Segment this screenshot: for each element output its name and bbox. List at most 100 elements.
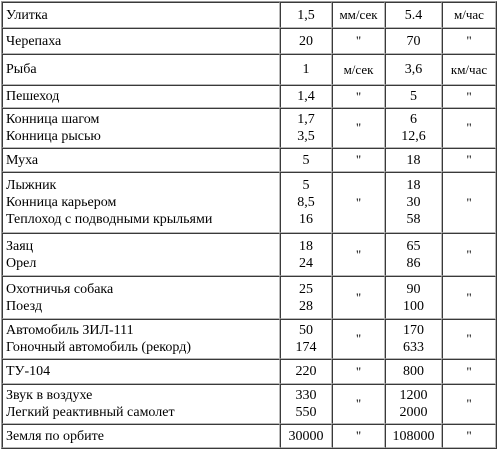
speed-value-cell-line: 1 bbox=[284, 61, 328, 78]
speed-value-cell: 1,5 bbox=[280, 2, 332, 28]
object-name-cell-line: Пешеход bbox=[6, 88, 276, 105]
object-name-cell-line: Рыба bbox=[6, 61, 276, 78]
object-name-cell-line: Конница карьером bbox=[6, 194, 276, 211]
object-name-cell-line: Конница шагом bbox=[6, 111, 276, 128]
speed-converted-cell-line: 65 bbox=[389, 238, 438, 255]
speed-value-cell-line: 5 bbox=[284, 177, 328, 194]
speed-converted-cell-line: 70 bbox=[389, 33, 438, 50]
converted-unit-cell: " bbox=[442, 384, 496, 424]
table-row: Лыжник Конница карьером Теплоход с подводн… bbox=[2, 172, 496, 233]
speed-converted-cell: 65 86 bbox=[385, 233, 442, 276]
converted-unit-cell: м/час bbox=[442, 2, 496, 28]
speed-converted-cell: 70 bbox=[385, 28, 442, 54]
converted-unit-cell: " bbox=[442, 85, 496, 108]
object-name-cell-line: Муха bbox=[6, 152, 276, 169]
speed-value-cell: 18 24 bbox=[280, 233, 332, 276]
speed-value-cell: 1,7 3,5 bbox=[280, 108, 332, 148]
object-name-cell-line: Лыжник bbox=[6, 177, 276, 194]
converted-unit-cell-text: " bbox=[466, 33, 471, 48]
speed-unit-cell: мм/сек bbox=[332, 2, 385, 28]
object-name-cell: Автомобиль ЗИЛ-111 Гоночный автомобиль (р… bbox=[2, 319, 280, 359]
speed-unit-cell-text: " bbox=[356, 195, 361, 210]
speed-value-cell: 1 bbox=[280, 54, 332, 85]
speed-converted-cell-line: 800 bbox=[389, 363, 438, 380]
object-name-cell: Пешеход bbox=[2, 85, 280, 108]
speed-value-cell-line: 28 bbox=[284, 298, 328, 315]
speed-value-cell-line: 220 bbox=[284, 363, 328, 380]
speed-unit-cell: " bbox=[332, 85, 385, 108]
speed-unit-cell-text: " bbox=[356, 364, 361, 379]
object-name-cell: ТУ-104 bbox=[2, 359, 280, 384]
speed-converted-cell: 18 bbox=[385, 148, 442, 172]
speed-converted-cell-line: 6 bbox=[389, 111, 438, 128]
speed-unit-cell: " bbox=[332, 108, 385, 148]
converted-unit-cell-text: " bbox=[466, 120, 471, 135]
speed-converted-cell-line: 100 bbox=[389, 298, 438, 315]
converted-unit-cell-text: " bbox=[466, 195, 471, 210]
speed-converted-cell: 3,6 bbox=[385, 54, 442, 85]
speed-value-cell-line: 50 bbox=[284, 322, 328, 339]
speed-converted-cell-line: 58 bbox=[389, 211, 438, 228]
speed-unit-cell-text: " bbox=[356, 331, 361, 346]
speed-unit-cell: " bbox=[332, 319, 385, 359]
table-row: Звук в воздухе Легкий реактивный самолет 3… bbox=[2, 384, 496, 424]
object-name-cell-line: Гоночный автомобиль (рекорд) bbox=[6, 339, 276, 356]
speed-table: Улитка 1,5 мм/сек 5.4 м/час Черепаха 20 " 70 " Рыб… bbox=[1, 1, 497, 449]
object-name-cell-line: Теплоход с подводными крыльями bbox=[6, 211, 276, 228]
table-row: Конница шагом Конница рысью 1,7 3,5 " 6 12,6 " bbox=[2, 108, 496, 148]
object-name-cell: Лыжник Конница карьером Теплоход с подводн… bbox=[2, 172, 280, 233]
converted-unit-cell: " bbox=[442, 148, 496, 172]
object-name-cell: Черепаха bbox=[2, 28, 280, 54]
object-name-cell: Заяц Орел bbox=[2, 233, 280, 276]
converted-unit-cell-text: " bbox=[466, 396, 471, 411]
speed-converted-cell-line: 170 bbox=[389, 322, 438, 339]
speed-value-cell-line: 16 bbox=[284, 211, 328, 228]
speed-converted-cell-line: 3,6 bbox=[389, 61, 438, 78]
object-name-cell-line: Улитка bbox=[6, 7, 276, 24]
speed-value-cell-line: 1,5 bbox=[284, 7, 328, 24]
object-name-cell-line: Орел bbox=[6, 255, 276, 272]
speed-unit-cell: " bbox=[332, 424, 385, 448]
speed-converted-cell-line: 18 bbox=[389, 152, 438, 169]
object-name-cell: Охотничья собака Поезд bbox=[2, 276, 280, 319]
converted-unit-cell: " bbox=[442, 276, 496, 319]
table-row: Охотничья собака Поезд 25 28 " 90 100 " bbox=[2, 276, 496, 319]
object-name-cell-line: Автомобиль ЗИЛ-111 bbox=[6, 322, 276, 339]
speed-converted-cell-line: 18 bbox=[389, 177, 438, 194]
converted-unit-cell: " bbox=[442, 28, 496, 54]
table-row: Заяц Орел 18 24 " 65 86 " bbox=[2, 233, 496, 276]
speed-unit-cell: м/сек bbox=[332, 54, 385, 85]
speed-converted-cell-line: 5 bbox=[389, 88, 438, 105]
table-row: Улитка 1,5 мм/сек 5.4 м/час bbox=[2, 2, 496, 28]
speed-unit-cell: " bbox=[332, 233, 385, 276]
speed-value-cell-line: 8,5 bbox=[284, 194, 328, 211]
converted-unit-cell-text: " bbox=[466, 428, 471, 443]
table-row: Рыба 1 м/сек 3,6 км/час bbox=[2, 54, 496, 85]
object-name-cell: Звук в воздухе Легкий реактивный самолет bbox=[2, 384, 280, 424]
converted-unit-cell-text: " bbox=[466, 152, 471, 167]
speed-unit-cell: " bbox=[332, 359, 385, 384]
speed-value-cell-line: 174 bbox=[284, 339, 328, 356]
speed-value-cell-line: 18 bbox=[284, 238, 328, 255]
converted-unit-cell: " bbox=[442, 359, 496, 384]
speed-value-cell-line: 330 bbox=[284, 387, 328, 404]
object-name-cell-line: Легкий реактивный самолет bbox=[6, 404, 276, 421]
speed-unit-cell-text: " bbox=[356, 33, 361, 48]
speed-unit-cell-text: " bbox=[356, 120, 361, 135]
speed-converted-cell-line: 108000 bbox=[389, 428, 438, 445]
object-name-cell: Конница шагом Конница рысью bbox=[2, 108, 280, 148]
speed-converted-cell: 170 633 bbox=[385, 319, 442, 359]
table-row: Муха 5 " 18 " bbox=[2, 148, 496, 172]
speed-converted-cell-line: 5.4 bbox=[389, 7, 438, 24]
speed-value-cell: 330 550 bbox=[280, 384, 332, 424]
speed-unit-cell-text: " bbox=[356, 290, 361, 305]
speed-unit-cell: " bbox=[332, 28, 385, 54]
object-name-cell: Муха bbox=[2, 148, 280, 172]
speed-converted-cell-line: 1200 bbox=[389, 387, 438, 404]
table-row: Пешеход 1,4 " 5 " bbox=[2, 85, 496, 108]
object-name-cell: Земля по орбите bbox=[2, 424, 280, 448]
converted-unit-cell: км/час bbox=[442, 54, 496, 85]
object-name-cell-line: Земля по орбите bbox=[6, 428, 276, 445]
object-name-cell-line: Поезд bbox=[6, 298, 276, 315]
converted-unit-cell-text: " bbox=[466, 89, 471, 104]
